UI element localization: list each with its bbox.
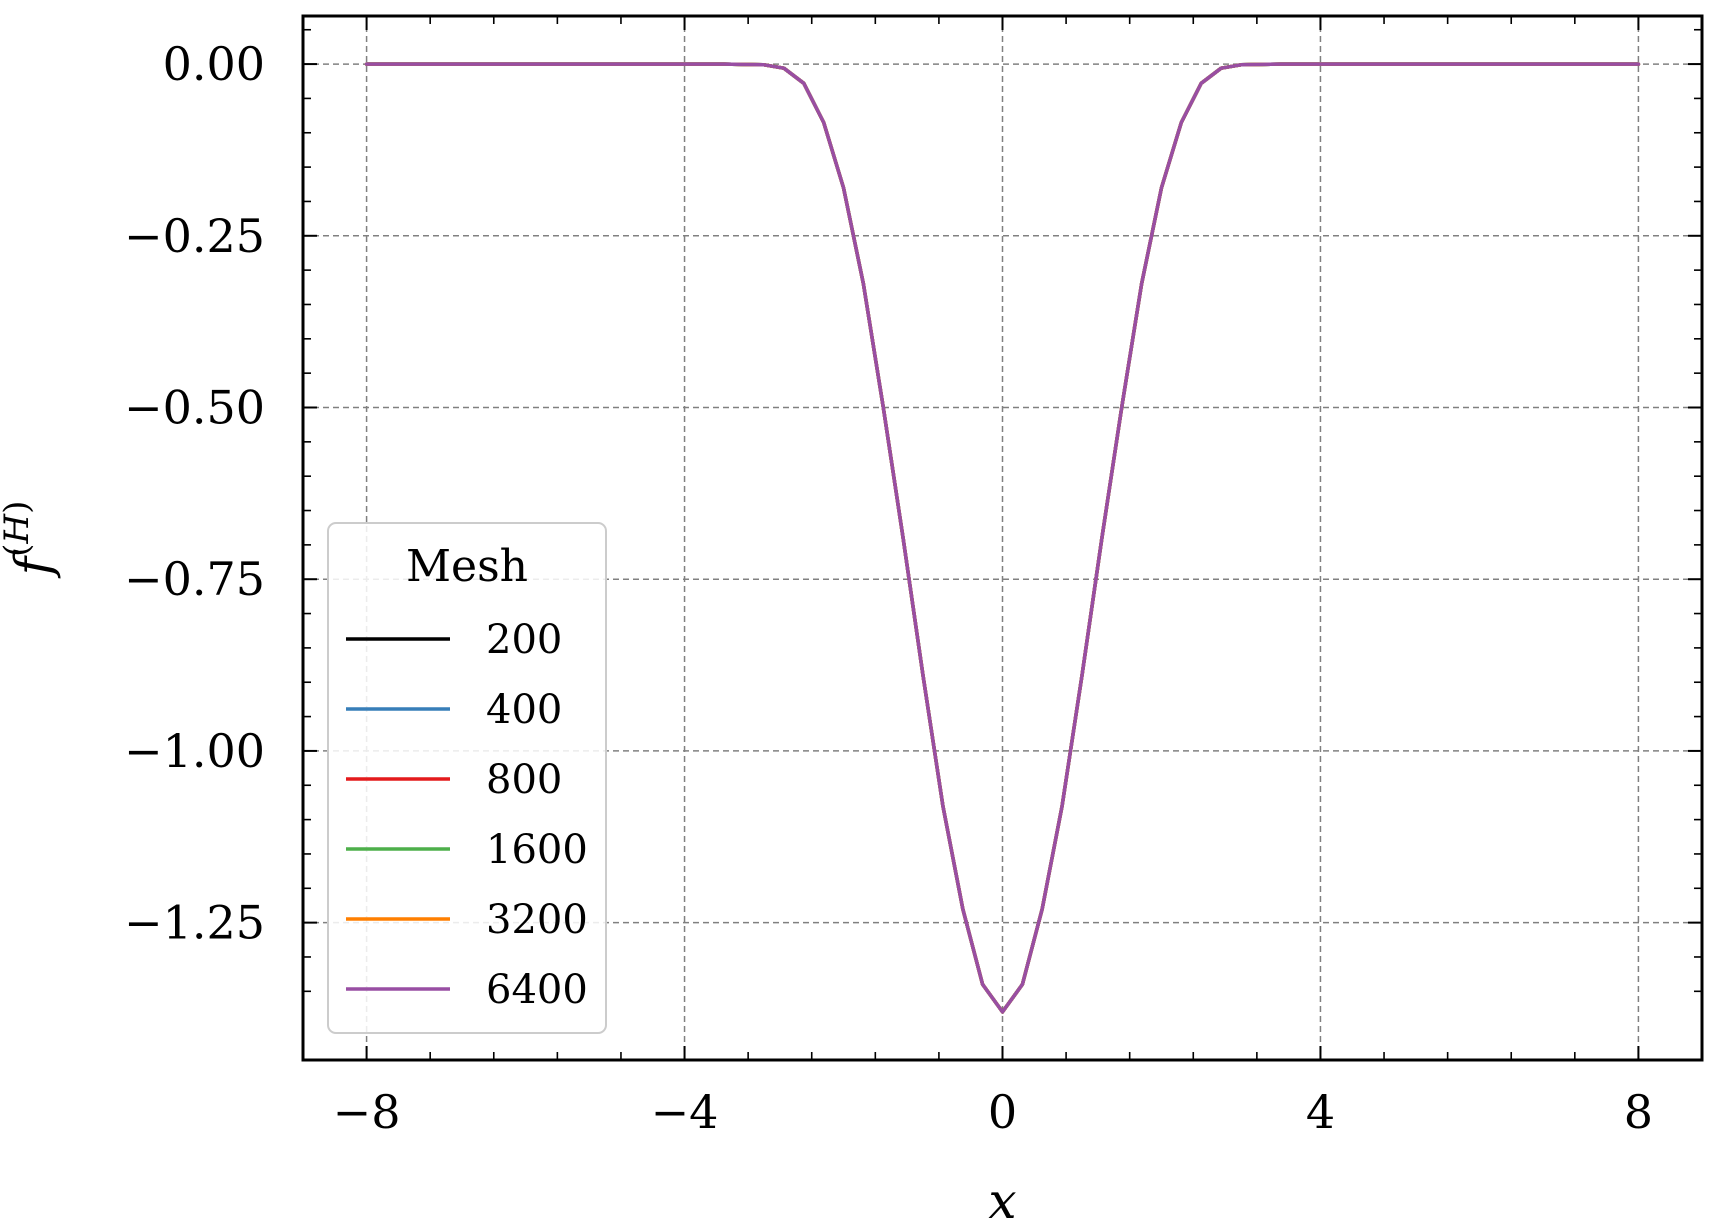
x-tick-label: 4 [1306, 1085, 1335, 1139]
y-tick-label: 0.00 [163, 37, 265, 91]
legend-title: Mesh [406, 541, 528, 592]
series-lines [364, 62, 1641, 1014]
y-tick-label: −0.50 [124, 381, 265, 435]
legend-label-200: 200 [486, 617, 562, 663]
legend-label-1600: 1600 [486, 827, 588, 873]
major-ticks [303, 16, 1702, 1060]
legend-label-6400: 6400 [486, 967, 588, 1013]
y-tick-label: −1.25 [124, 896, 265, 950]
x-tick-label: −8 [333, 1085, 401, 1139]
legend-label-800: 800 [486, 757, 562, 803]
x-axis-label: x [988, 1172, 1016, 1230]
x-tick-label: 0 [988, 1085, 1017, 1139]
y-tick-label: −1.00 [124, 724, 265, 778]
legend-items: 200 400 800 1600 3200 6400 [346, 617, 588, 1013]
legend: Mesh 200 400 800 1600 3200 6400 [327, 522, 607, 1034]
legend-box [327, 522, 607, 1034]
x-tick-label: 8 [1624, 1085, 1653, 1139]
legend-label-400: 400 [486, 687, 562, 733]
legend-label-3200: 3200 [486, 897, 588, 943]
y-tick-label: −0.75 [124, 552, 265, 606]
y-axis-label: f(H) [0, 501, 62, 580]
series-line-6400 [364, 62, 1641, 1014]
plot-frame [301, 14, 1704, 1062]
y-tick-label: −0.25 [124, 209, 265, 263]
x-tick-label: −4 [651, 1085, 719, 1139]
x-tick-labels: −8 −4 0 4 8 [333, 1085, 1653, 1139]
y-tick-labels: 0.00 −0.25 −0.50 −0.75 −1.00 −1.25 [124, 37, 265, 950]
